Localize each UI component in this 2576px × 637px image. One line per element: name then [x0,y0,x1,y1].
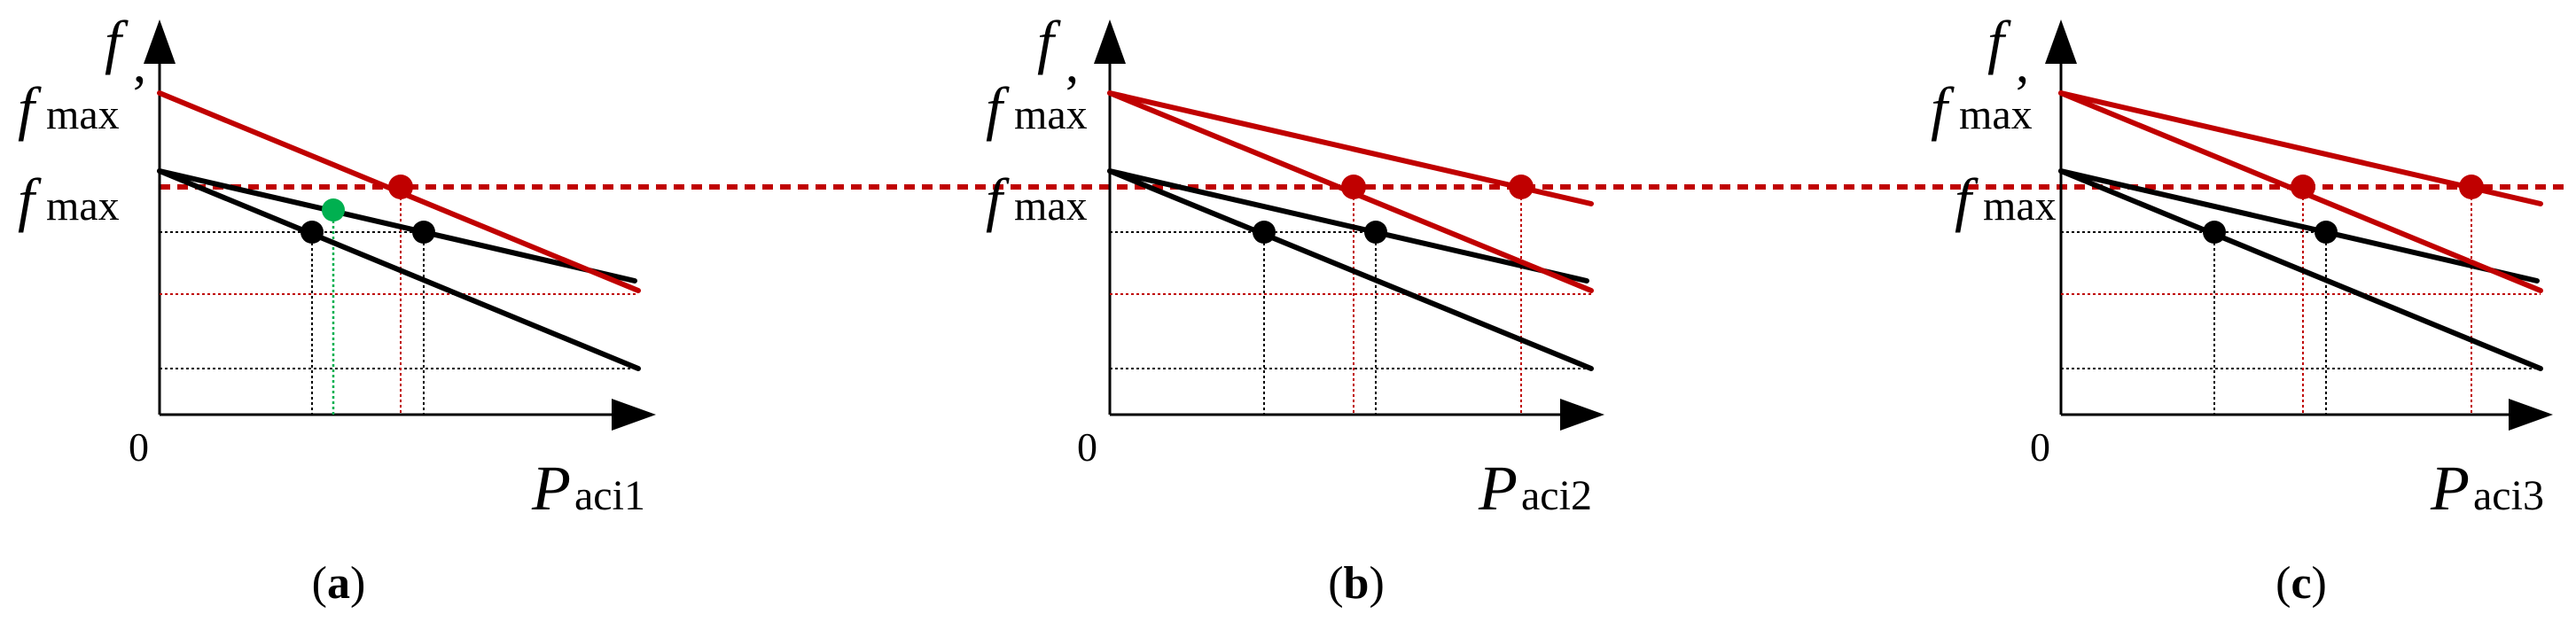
panel-a-caption: (a) [312,558,366,609]
panel-b-droop-line-steep [1107,168,1594,371]
panel-c-point-red-2 [2459,175,2484,199]
panel-a: f , f max f max 0 P aci1 (a) [18,8,656,609]
panel-c-point-black-1 [2203,221,2226,244]
panel-a-y-label-comma: , [133,35,146,93]
panel-c-x-label-sub: aci3 [2473,472,2544,519]
panel-b-droop-line-shallow [1107,168,1589,284]
panel-a-caption-open: ( [312,558,327,609]
panel-c-point-black-2 [2314,221,2338,244]
panel-b-y-label-fmax-lower-f: f [986,166,1010,233]
panel-c-caption-open: ( [2275,558,2291,609]
panel-c-point-red-1 [2291,175,2315,199]
panel-a-droop-line-steep [157,168,641,371]
panel-b-caption: (b) [1328,558,1385,609]
panel-b-origin-label: 0 [1077,424,1097,470]
panel-b-y-label-comma: , [1066,35,1079,93]
panel-b-y-label-f: f [1037,8,1061,75]
panel-b-y-label-fmax-upper-sub: max [1014,91,1088,138]
panel-c-droop-line-steep [2058,168,2543,371]
panel-a-y-label-fmax-lower-f: f [18,166,42,233]
panel-b-point-red-1 [1341,175,1366,199]
panel-a-caption-letter: a [327,558,350,609]
panel-c-y-label-f: f [1987,8,2011,75]
panel-c-x-axis-arrow-icon [2509,399,2553,431]
panel-c-y-label-fmax-lower-sub: max [1983,183,2057,229]
panel-b-point-black-2 [1364,221,1387,244]
panel-a-y-label-fmax-upper-f: f [18,74,42,142]
panel-c-caption-close: ) [2312,558,2327,609]
panel-b-y-label-fmax-lower-sub: max [1014,183,1088,229]
panel-c-y-label-fmax-upper-f: f [1931,74,1955,142]
panel-c: f , f max f max 0 P aci3 (c) [1931,8,2553,609]
panel-b-x-label-sub: aci2 [1521,472,1592,519]
panel-c-y-label-comma: , [2016,35,2029,93]
panel-a-droop-line-shallow [157,168,637,284]
panel-b-caption-close: ) [1369,558,1384,609]
panel-c-caption: (c) [2275,558,2327,609]
panel-a-point-black-1 [301,221,324,244]
panel-c-caption-letter: c [2291,558,2311,609]
panel-c-y-label-fmax-lower-f: f [1955,166,1979,233]
panel-b-point-black-1 [1253,221,1276,244]
panel-b-x-label-P: P [1478,453,1518,524]
panel-a-origin-label: 0 [129,424,149,470]
panel-c-origin-label: 0 [2030,424,2050,470]
panel-a-point-green [322,198,345,221]
panel-a-y-label-fmax-upper-sub: max [46,91,120,138]
panel-b-y-axis-arrow-icon [1094,19,1126,64]
panel-a-x-label-sub: aci1 [574,472,645,519]
panel-c-y-label-fmax-upper-sub: max [1959,91,2033,138]
panel-b-caption-open: ( [1328,558,1343,609]
panel-c-droop-line-shallow [2058,168,2540,284]
panel-b-x-axis-arrow-icon [1560,399,1604,431]
panel-a-x-axis-arrow-icon [612,399,656,431]
panel-b: f , f max f max 0 P aci2 (b) [986,8,1604,609]
panel-c-x-label-P: P [2430,453,2470,524]
panel-b-point-red-2 [1509,175,1534,199]
panel-a-point-black-2 [412,221,435,244]
panel-a-y-label-f: f [105,8,129,75]
panel-b-caption-letter: b [1344,558,1370,609]
panel-a-x-label-P: P [531,453,571,524]
panel-a-caption-close: ) [350,558,365,609]
panel-a-y-axis-arrow-icon [144,19,176,64]
panel-a-point-red [388,175,413,199]
panel-c-y-axis-arrow-icon [2045,19,2077,64]
panel-a-y-label-fmax-lower-sub: max [46,183,120,229]
panel-b-y-label-fmax-upper-f: f [986,74,1010,142]
